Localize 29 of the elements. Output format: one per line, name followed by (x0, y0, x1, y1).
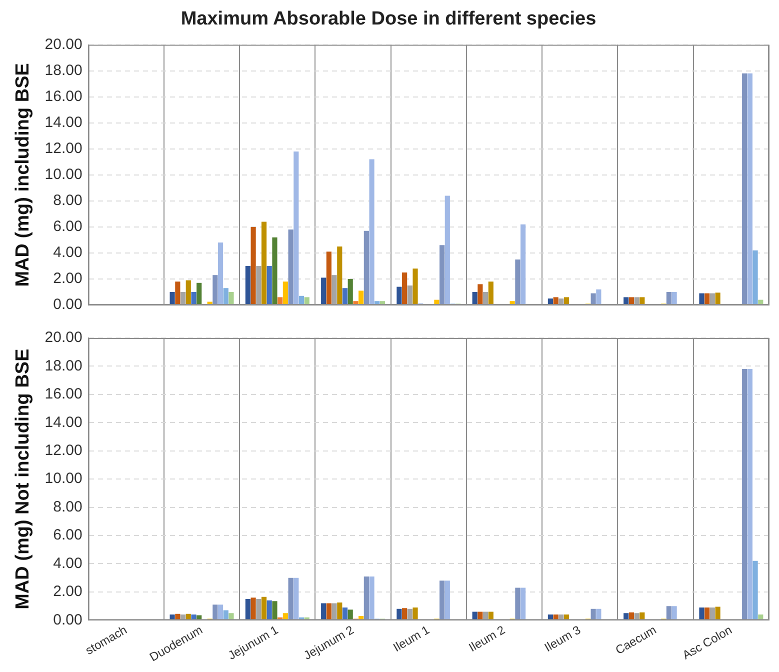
x-tick-label: Asc Colon (680, 622, 734, 662)
y-tick-label: 20.00 (44, 36, 82, 53)
y-tick-label: 8.00 (53, 498, 82, 516)
y-tick-label: 2.00 (53, 583, 82, 600)
y-tick-label: 0.00 (53, 611, 82, 628)
y-axis-title: MAD (mg) including BSE (12, 63, 34, 287)
y-tick-label: 18.00 (44, 62, 82, 79)
y-tick-label: 14.00 (44, 414, 82, 431)
y-tick-label: 0.00 (53, 296, 82, 314)
y-tick-label: 12.00 (44, 442, 82, 460)
chart-title: Maximum Absorable Dose in different species (180, 8, 596, 30)
y-tick-label: 2.00 (53, 270, 82, 288)
y-tick-label: 4.00 (53, 554, 82, 572)
y-axis-title: MAD (mg) Not including BSE (12, 348, 34, 610)
y-tick-label: 10.00 (44, 470, 82, 488)
y-tick-label: 14.00 (44, 114, 82, 131)
x-tick-label: Ileum 3 (542, 622, 584, 655)
y-tick-label: 16.00 (44, 386, 82, 403)
y-tick-label: 20.00 (44, 329, 82, 346)
y-tick-label: 10.00 (44, 166, 82, 184)
y-tick-label: 6.00 (53, 526, 82, 544)
x-tick-label: Ileum 1 (390, 622, 432, 655)
y-tick-label: 12.00 (44, 140, 82, 158)
y-tick-label: 4.00 (53, 244, 82, 262)
y-tick-label: 16.00 (44, 88, 82, 105)
y-tick-label: 18.00 (44, 357, 82, 374)
y-tick-label: 8.00 (53, 192, 82, 210)
x-tick-label: Ileum 2 (466, 622, 508, 655)
y-tick-label: 6.00 (53, 218, 82, 236)
